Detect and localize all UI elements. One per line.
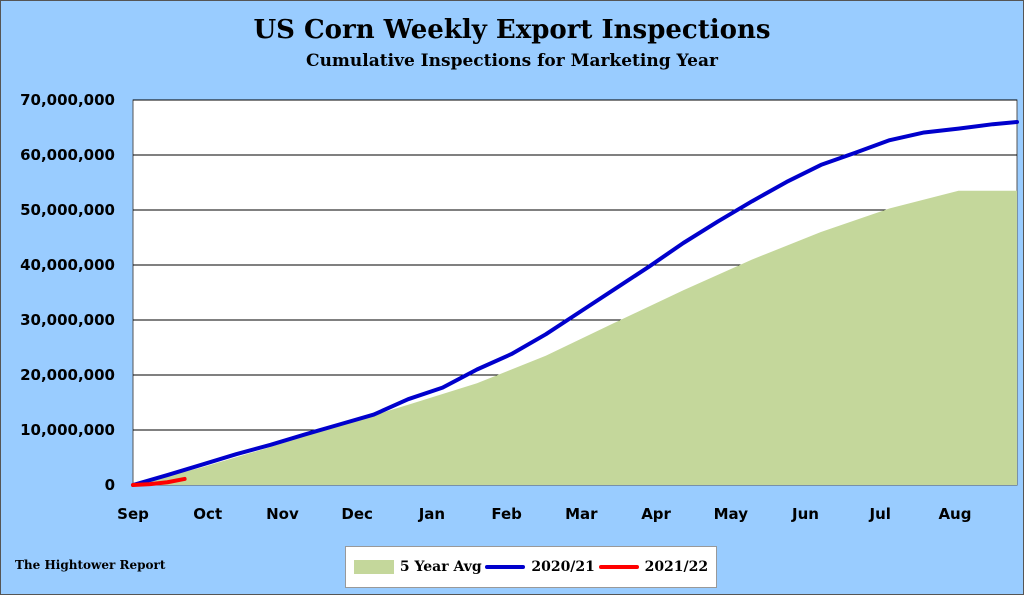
y-axis-ticks: 0 10,000,000 20,000,000 30,000,000 40,000,00… — [20, 91, 115, 494]
chart-title: US Corn Weekly Export Inspections — [253, 15, 771, 45]
x-tick-label: Jun — [791, 505, 819, 523]
y-tick-label: 0 — [105, 476, 115, 494]
legend-item-5yr-avg: 5 Year Avg — [353, 559, 482, 575]
x-axis-ticks: Sep Oct Nov Dec Jan Feb Mar Apr May Jun Jul Aug — [117, 505, 971, 523]
series-area-5yr-avg — [133, 190, 1017, 485]
y-tick-label: 30,000,000 — [20, 311, 115, 329]
x-tick-label: Jan — [418, 505, 445, 523]
legend-swatch-area — [353, 560, 394, 574]
x-tick-label: Feb — [491, 505, 522, 523]
x-tick-label: Aug — [938, 505, 971, 523]
legend-label: 2021/22 — [644, 559, 709, 575]
x-tick-label: Apr — [641, 505, 671, 523]
y-tick-label: 60,000,000 — [20, 146, 115, 164]
line-layer — [131, 120, 1019, 487]
y-tick-label: 70,000,000 — [20, 91, 115, 109]
legend-label: 5 Year Avg — [399, 559, 482, 575]
series-line-2020-21 — [131, 120, 1019, 487]
legend: 5 Year Avg 2020/21 2021/22 — [345, 546, 717, 588]
legend-item-2020-21: 2020/21 — [485, 559, 595, 575]
legend-swatch-line — [485, 565, 526, 569]
source-label: The Hightower Report — [15, 558, 166, 572]
x-tick-label: Mar — [565, 505, 598, 523]
y-tick-label: 10,000,000 — [20, 421, 115, 439]
legend-label: 2020/21 — [531, 559, 595, 575]
y-tick-label: 50,000,000 — [20, 201, 115, 219]
x-tick-label: Jul — [869, 505, 891, 523]
x-tick-label: Nov — [266, 505, 299, 523]
x-tick-label: Oct — [193, 505, 222, 523]
series-line-2021-22 — [131, 476, 187, 487]
y-tick-label: 20,000,000 — [20, 366, 115, 384]
legend-item-2021-22: 2021/22 — [598, 559, 709, 575]
x-tick-label: Sep — [117, 505, 149, 523]
chart-subtitle: Cumulative Inspections for Marketing Yea… — [306, 51, 718, 71]
y-tick-label: 40,000,000 — [20, 256, 115, 274]
area-layer — [133, 190, 1017, 485]
legend-swatch-line — [598, 565, 639, 569]
x-tick-label: May — [714, 505, 749, 523]
x-tick-label: Dec — [341, 505, 373, 523]
